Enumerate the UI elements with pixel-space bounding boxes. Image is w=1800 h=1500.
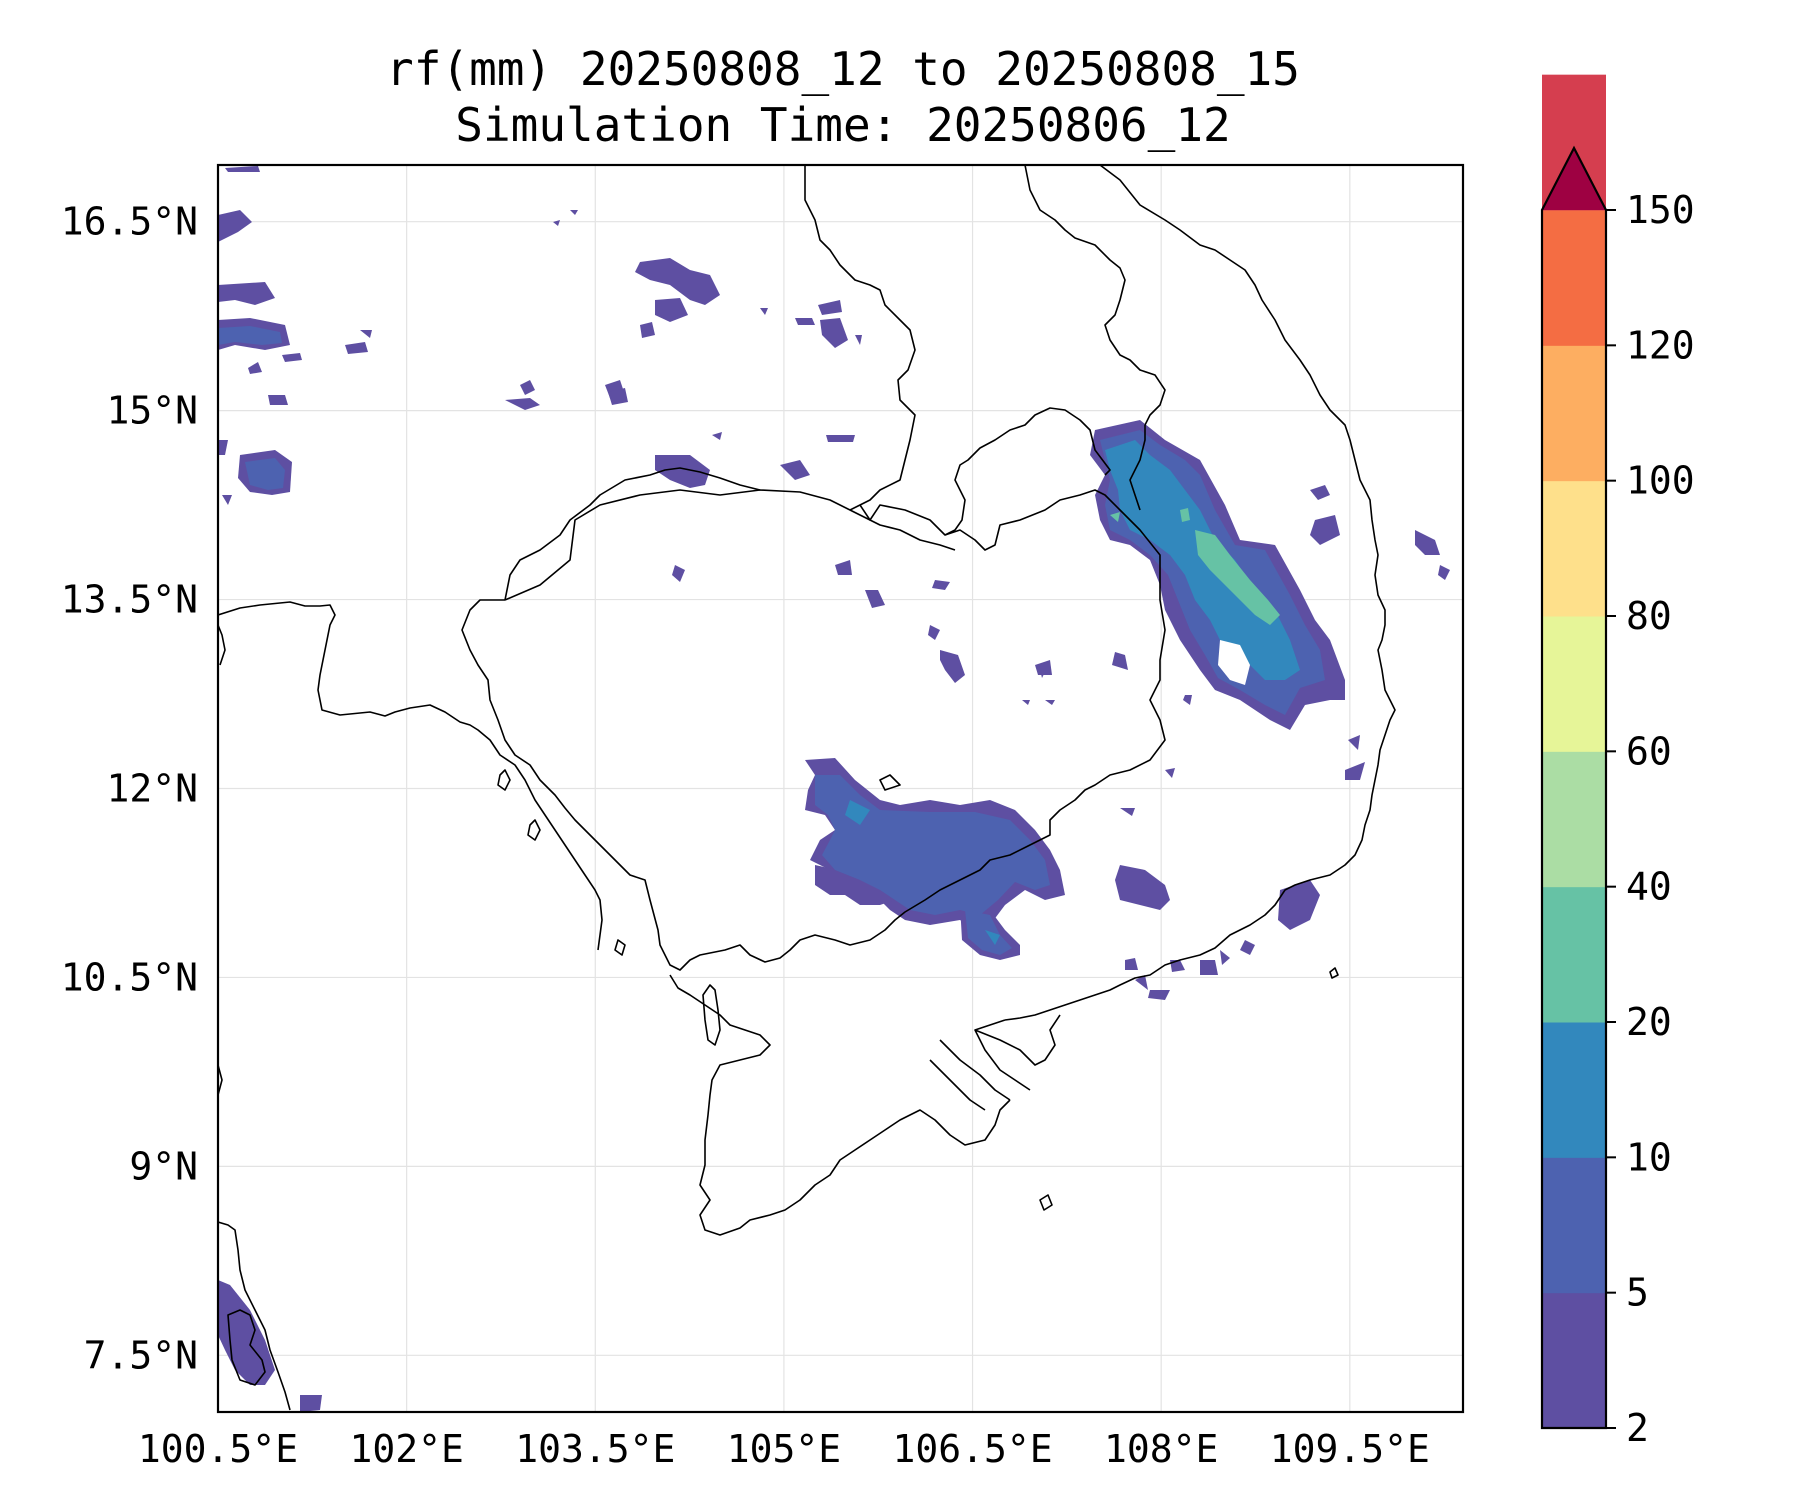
colorbar-label: 40 [1626,865,1672,909]
colorbar-segment [1542,1022,1606,1158]
colorbar-segment [1542,480,1606,617]
colorbar-outline [1540,145,1608,1430]
lon-tick-label: 108°E [1104,1427,1218,1471]
vietnam-coast [1004,165,1396,1021]
lat-tick-label: 10.5°N [61,955,198,999]
lon-tick-label: 106.5°E [892,1427,1052,1471]
colorbar-label: 60 [1626,729,1672,773]
thailand-border [218,601,603,951]
map-subtitle: Simulation Time: 20250806_12 [455,98,1231,152]
rain-area-coast [1278,880,1320,930]
map-frame [216,163,1465,1414]
rain-area-east [1115,865,1170,910]
colorbar-label: 20 [1626,1000,1672,1044]
colorbar-segment [1542,616,1606,752]
colorbar-extend-arrow [1542,148,1606,210]
colorbar-label: 10 [1626,1135,1672,1179]
coastlines-borders [218,165,1396,1411]
lat-tick-label: 13.5°N [61,578,198,622]
mekong-delta [669,974,1061,1236]
lon-tick-label: 103.5°E [515,1427,675,1471]
rainfall-contours [218,166,1450,1412]
colorbar-segment [1542,345,1606,482]
lat-tick-label: 16.5°N [61,200,198,244]
laos-vietnam-border [1024,165,1166,426]
phu-quoc-island [702,984,721,1046]
latitude-labels: 16.5°N 15°N 13.5°N 12°N 10.5°N 9°N 7.5°N [61,200,198,1378]
colorbar-segment [1542,751,1606,888]
malay-peninsula [218,1221,291,1411]
cambodia-border [461,489,1166,971]
colorbar-segment [1542,886,1606,1023]
colorbar-segment [1542,1157,1606,1294]
colorbar-label: 150 [1626,188,1695,232]
lat-tick-label: 9°N [129,1144,198,1188]
colorbar-label: 80 [1626,594,1672,638]
longitude-labels: 100.5°E 102°E 103.5°E 105°E 106.5°E 108°E 109.… [138,1427,1430,1471]
lat-tick-label: 7.5°N [84,1333,198,1377]
colorbar-label: 120 [1626,323,1695,367]
map-title: rf(mm) 20250808_12 to 20250808_15 [386,42,1300,96]
colorbar: 2 5 10 20 40 60 80 100 120 150 [1540,74,1695,1450]
mekong-border [804,165,916,511]
lat-tick-label: 15°N [106,389,198,433]
colorbar-segment [1542,210,1606,346]
lat-tick-label: 12°N [106,767,198,811]
colorbar-label: 5 [1626,1271,1649,1315]
lon-tick-label: 109.5°E [1270,1427,1430,1471]
lon-tick-label: 105°E [727,1427,841,1471]
lon-tick-label: 100.5°E [138,1427,298,1471]
colorbar-label: 100 [1626,459,1695,503]
rain-area-south-1 [815,865,895,905]
colorbar-segment [1542,1292,1606,1429]
colorbar-label: 2 [1626,1406,1649,1450]
lon-tick-label: 102°E [349,1427,463,1471]
